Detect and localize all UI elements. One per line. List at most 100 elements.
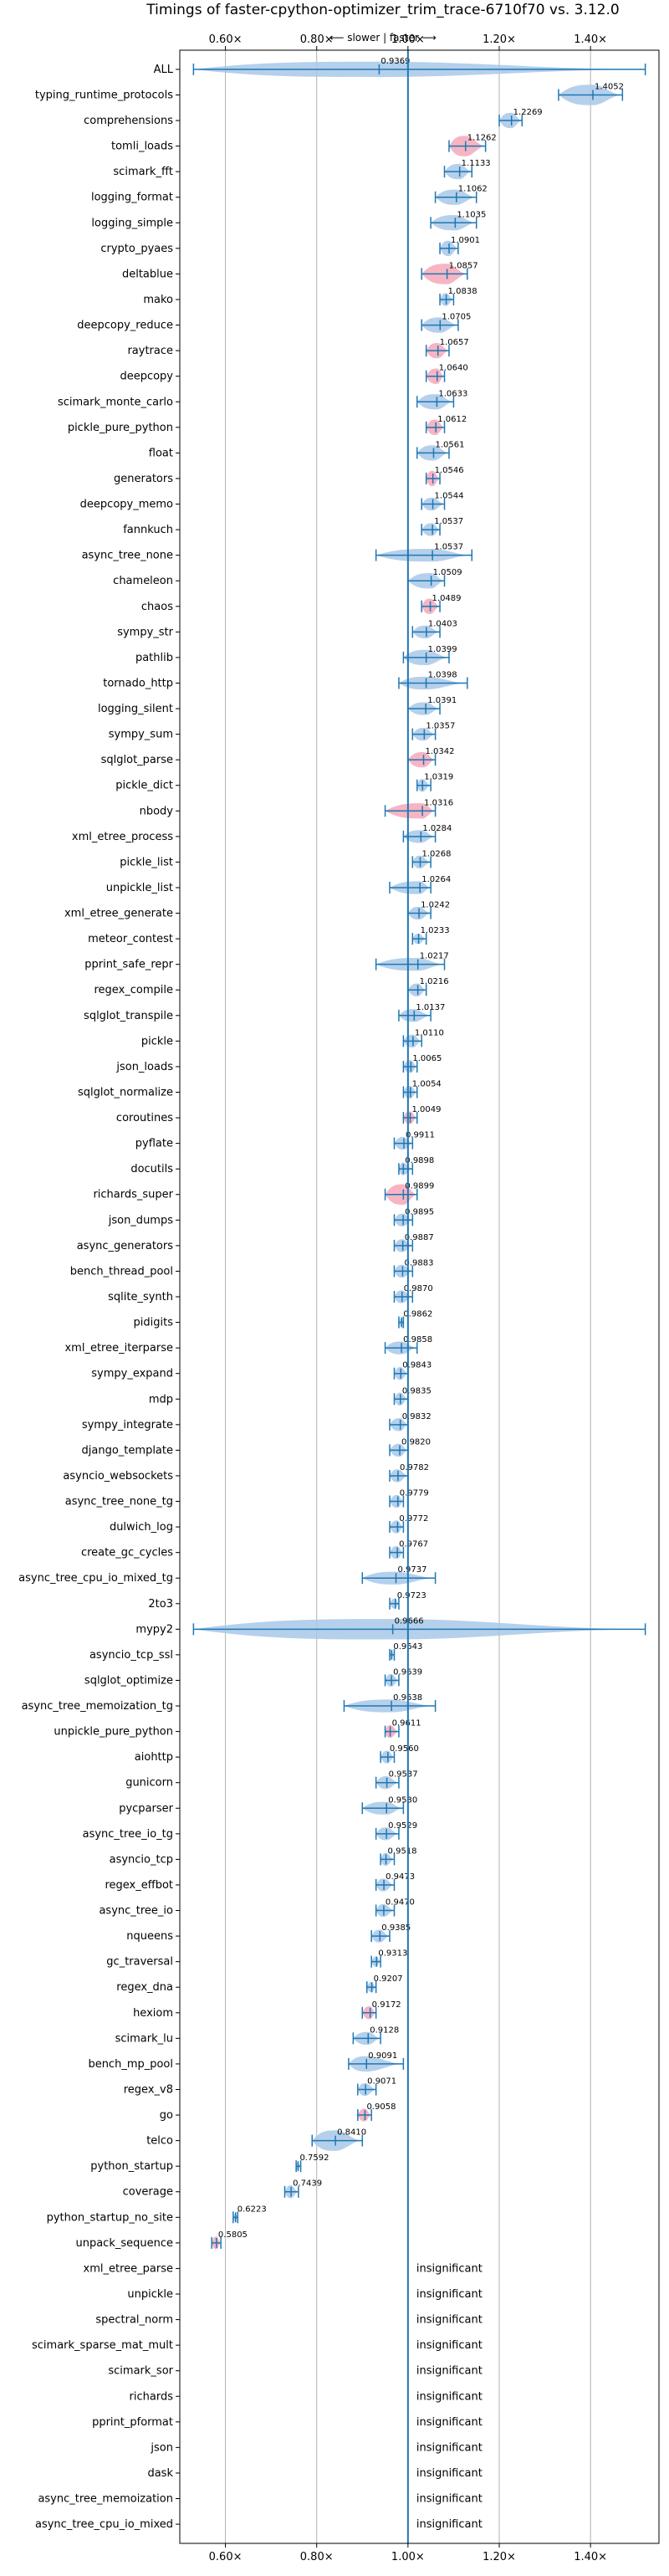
category-label: async_tree_memoization_tg [22,1700,173,1713]
category-label: unpickle_pure_python [54,1726,173,1739]
value-label: 1.0049 [412,1105,442,1114]
category-label: float [149,447,173,459]
category-label: async_tree_none_tg [65,1496,173,1508]
category-label: xml_etree_process [72,831,173,843]
category-label: pprint_pformat [92,2416,173,2429]
value-label: 1.1262 [467,134,497,143]
category-label: deepcopy [120,371,173,383]
value-label: 1.0657 [440,338,469,347]
insignificant-label: insignificant [416,2288,483,2301]
category-label: pickle_dict [115,780,173,792]
category-label: sympy_integrate [82,1419,173,1431]
category-label: docutils [130,1163,173,1175]
value-label: 1.0137 [416,1003,445,1012]
category-label: gunicorn [125,1777,173,1790]
value-label: 1.0216 [420,977,449,986]
category-label: richards [130,2390,174,2403]
bottom-tick-label: 1.00× [391,2551,425,2563]
value-label: 1.0319 [424,773,453,782]
insignificant-label: insignificant [416,2390,483,2403]
category-label: pickle_pure_python [68,422,173,434]
value-label: 1.0561 [435,440,464,449]
value-label: 1.0264 [421,875,451,884]
value-label: 0.9313 [378,1949,407,1959]
value-label: 0.8410 [337,2128,366,2138]
category-label: regex_compile [94,984,173,996]
category-label: deepcopy_memo [80,499,173,511]
value-label: 0.9779 [400,1489,429,1498]
category-label: dulwich_log [110,1521,173,1534]
bottom-tick-label: 1.40× [574,2551,607,2563]
value-label: 0.9899 [405,1182,434,1191]
value-label: 0.9470 [386,1898,415,1908]
benchmark-rows: ALL 0.9369 typing_runtime_protocols 1.4052 c… [18,57,646,2531]
category-label: logging_silent [98,703,173,715]
category-label: bench_thread_pool [70,1265,173,1278]
value-label: 0.9737 [398,1565,427,1575]
category-label: tomli_loads [111,141,173,153]
category-label: comprehensions [84,115,173,127]
insignificant-label: insignificant [416,2416,483,2429]
value-label: 0.9172 [372,2000,401,2010]
category-label: logging_simple [91,217,173,229]
category-label: mako [143,294,173,306]
category-label: xml_etree_iterparse [64,1342,173,1355]
value-label: 0.9895 [405,1207,434,1216]
value-label: 0.6223 [237,2205,267,2214]
bottom-tick-label: 0.60× [209,2551,243,2563]
value-label: 1.0640 [439,364,468,373]
value-label: 0.9473 [386,1872,415,1882]
value-label: 1.2269 [513,108,543,117]
value-label: 1.1035 [457,210,486,219]
category-label: scimark_lu [115,2032,173,2045]
value-label: 1.0509 [433,568,462,577]
value-label: 1.0901 [451,236,480,245]
category-label: asyncio_websockets [63,1470,173,1483]
value-label: 0.9530 [388,1795,417,1805]
value-label: 0.9058 [366,2102,396,2112]
category-label: chameleon [113,575,173,587]
category-label: async_tree_none [82,550,173,562]
category-label: unpickle_list [106,882,173,894]
category-label: async_tree_io_tg [83,1828,173,1841]
category-label: mypy2 [135,1623,173,1636]
category-label: pycparser [119,1802,173,1815]
value-label: 0.9820 [401,1437,431,1447]
insignificant-label: insignificant [416,2314,483,2327]
bottom-tick-label: 0.80× [300,2551,334,2563]
category-label: meteor_contest [88,933,173,945]
category-label: django_template [82,1444,173,1457]
category-label: sqlite_synth [108,1291,173,1303]
value-label: 1.0399 [428,645,457,654]
category-label: create_gc_cycles [81,1547,173,1559]
category-label: scimark_sor [108,2365,173,2378]
category-label: async_tree_io [99,1905,173,1918]
value-label: 0.9782 [400,1463,429,1472]
value-label: 0.9529 [388,1821,417,1831]
insignificant-label: insignificant [416,2262,483,2275]
top-tick-label: 1.40× [574,33,607,46]
value-label: 1.0537 [434,543,463,552]
value-label: 0.7439 [293,2179,322,2189]
category-label: sqlglot_parse [101,754,173,766]
category-label: json_loads [115,1061,173,1073]
category-label: generators [114,473,173,485]
category-label: sqlglot_optimize [84,1674,173,1687]
category-label: xml_etree_parse [84,2262,173,2275]
insignificant-label: insignificant [416,2518,483,2531]
chart-title: Timings of faster-cpython-optimizer_trim… [146,2,619,18]
value-label: 0.9887 [405,1233,434,1242]
category-label: unpickle [127,2288,173,2301]
value-label: 0.9611 [392,1719,421,1728]
category-label: gc_traversal [106,1956,173,1969]
category-label: deepcopy_reduce [77,320,173,332]
value-label: 0.9385 [381,1923,411,1933]
bottom-axis-ticks: 0.60× 0.80× 1.00× 1.20× 1.40× [209,2543,607,2563]
top-tick-label: 0.60× [209,33,243,46]
category-label: raytrace [127,345,173,357]
value-label: 1.0268 [421,849,451,858]
category-label: async_tree_cpu_io_mixed [35,2518,173,2531]
category-label: telco [146,2135,173,2148]
category-label: json_dumps [108,1214,173,1227]
